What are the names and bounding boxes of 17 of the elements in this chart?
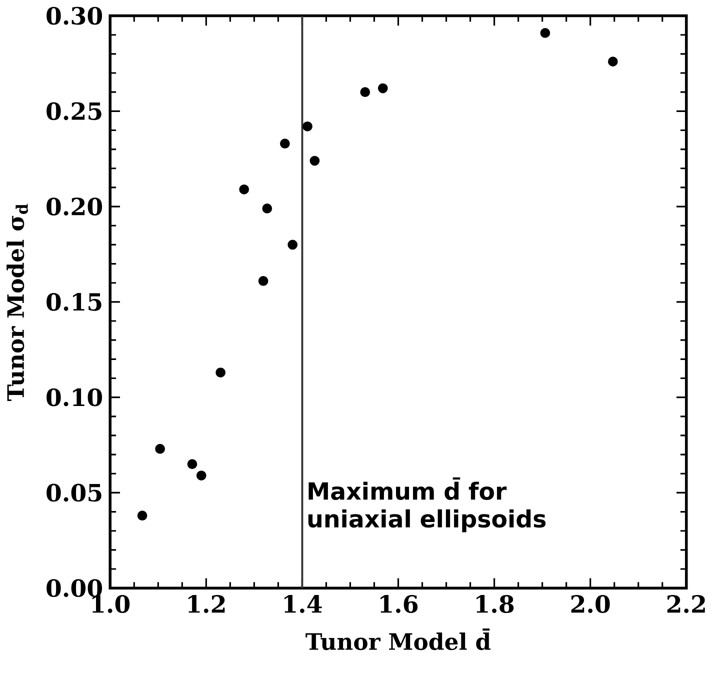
x-tick-label: 1.8 bbox=[476, 595, 514, 614]
x-tick-label: 1.4 bbox=[284, 595, 322, 614]
y-tick-label: 0.30 bbox=[46, 6, 102, 25]
y-tick-label: 0.05 bbox=[46, 484, 102, 502]
x-tick-label: 2.2 bbox=[667, 595, 705, 614]
x-tick-label: 1.2 bbox=[188, 595, 225, 614]
x-tick-label: 2.0 bbox=[571, 595, 610, 614]
ref-line-label: Maximum d̄ for uniaxial ellipsoids bbox=[308, 477, 546, 532]
y-tick-label: 0.00 bbox=[46, 579, 102, 598]
y-tick-label: 0.15 bbox=[46, 293, 102, 311]
x-tick-label: 1.0 bbox=[92, 595, 130, 614]
y-axis-title: Tunor Model σ$_{d}$ bbox=[6, 204, 28, 402]
y-tick-label: 0.10 bbox=[46, 388, 102, 406]
y-tick-label: 0.20 bbox=[46, 198, 102, 216]
y-tick-label: 0.25 bbox=[46, 102, 102, 120]
x-axis-title: Tunor Model d̄ bbox=[306, 628, 491, 650]
x-tick-label: 1.6 bbox=[380, 595, 418, 614]
